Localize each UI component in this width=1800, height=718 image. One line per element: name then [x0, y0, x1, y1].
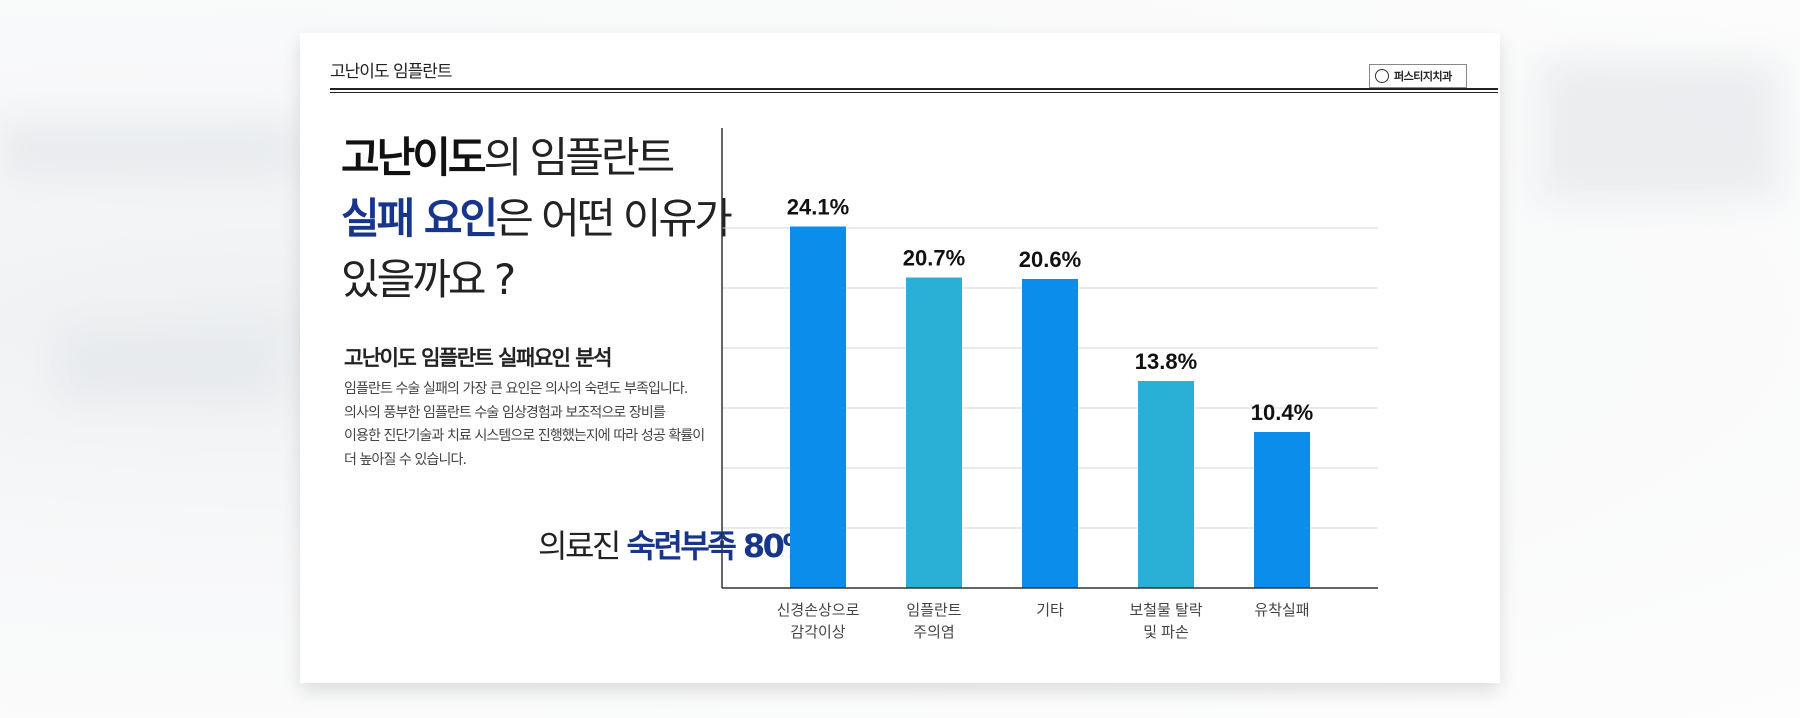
logo-text: 퍼스티지치과	[1394, 70, 1452, 83]
category-tick-label: 주의염	[913, 624, 954, 641]
category-tick-label: 기타	[1036, 602, 1064, 619]
bar-value-label: 20.7%	[903, 246, 965, 271]
bar	[1022, 279, 1078, 588]
section-subtitle: 고난이도 임플란트 실패요인 분석	[344, 346, 612, 370]
headline: 고난이도의 임플란트 실패 요인은 어떤 이유가 있을까요 ?	[341, 127, 733, 310]
background-shape	[60, 330, 280, 400]
header-divider-thin	[330, 92, 1498, 93]
category-tick-label: 유착실패	[1254, 602, 1309, 619]
headline-line-3: 있을까요 ?	[341, 255, 516, 304]
body-line: 의사의 풍부한 임플란트 수술 임상경험과 보조적으로 장비를	[344, 404, 666, 421]
category-tick-label: 신경손상으로	[777, 602, 860, 619]
background-shape	[0, 120, 300, 180]
body-line: 이용한 진단기술과 치료 시스템으로 진행했는지에 따라 성공 확률이	[344, 428, 705, 444]
headline-text: 은 어떤 이유가	[495, 194, 733, 243]
category-tick-label: 임플란트	[906, 602, 961, 619]
category-tick-label: 감각이상	[790, 624, 845, 641]
headline-emphasis-blue: 실패 요인	[341, 194, 498, 243]
header-title: 고난이도 임플란트	[330, 62, 453, 82]
category-tick-label: 보철물 탈락	[1129, 602, 1202, 619]
headline-text: 의 임플란트	[483, 133, 676, 182]
bar	[1254, 432, 1310, 588]
highlight-prefix: 의료진	[538, 527, 627, 565]
bar	[906, 277, 962, 588]
category-tick-label: 및 파손	[1143, 624, 1189, 641]
bar	[1138, 381, 1194, 588]
body-line: 더 높아질 수 있습니다.	[344, 451, 467, 468]
headline-line-2: 실패 요인은 어떤 이유가	[341, 188, 733, 249]
headline-line-1: 고난이도의 임플란트	[341, 127, 730, 188]
bar	[790, 226, 846, 588]
highlight-value: 숙련부족 80%	[626, 527, 815, 565]
bar-value-label: 10.4%	[1251, 400, 1313, 425]
bar-value-label: 13.8%	[1135, 349, 1197, 374]
bar-value-label: 24.1%	[787, 195, 849, 220]
background-shape	[1540, 60, 1780, 200]
bar-value-label: 20.6%	[1019, 247, 1081, 272]
body-line: 임플란트 수술 실패의 가장 큰 요인은 의사의 숙련도 부족입니다.	[344, 381, 688, 397]
highlight-stat: 의료진 숙련부족 80%	[538, 521, 815, 567]
logo-icon	[1375, 69, 1389, 83]
section-body: 임플란트 수술 실패의 가장 큰 요인은 의사의 숙련도 부족입니다. 의사의 …	[344, 378, 784, 472]
clinic-logo: 퍼스티지치과	[1369, 64, 1467, 88]
infographic-card: 고난이도 임플란트 퍼스티지치과 고난이도의 임플란트 실패 요인은 어떤 이유…	[300, 33, 1500, 683]
headline-emphasis: 고난이도	[341, 133, 487, 182]
header-divider	[330, 88, 1498, 90]
